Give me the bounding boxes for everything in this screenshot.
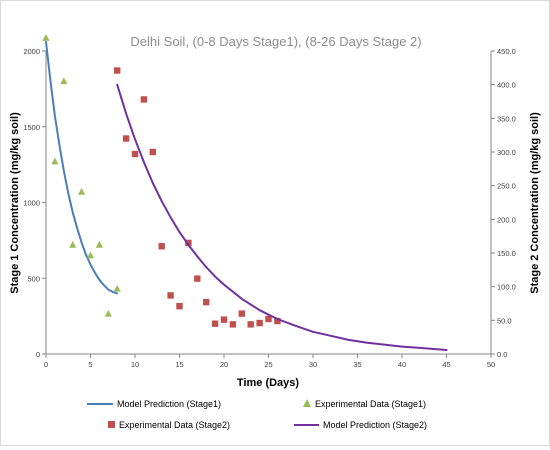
left-y-tick-label: 500: [27, 274, 40, 283]
data-point-stage2: [274, 317, 281, 325]
x-tick-label: 45: [442, 360, 450, 369]
left-y-tick-label: 0: [36, 350, 40, 359]
data-point-stage2: [211, 320, 219, 327]
legend-label-model-stage2: Model Prediction (Stage2): [323, 420, 427, 430]
data-point-stage2: [194, 275, 201, 282]
right-y-axis-ticks: 0.0 50.0 100.0 150.0 200.0 250.0 300.0 350.0 400…: [491, 47, 516, 359]
legend-label-exp-stage2: Experimental Data (Stage2): [119, 420, 230, 430]
x-tick-label: 35: [353, 360, 361, 369]
x-tick-label: 25: [264, 360, 272, 369]
legend-item-exp-stage2: Experimental Data (Stage2): [108, 420, 230, 430]
legend-label-model-stage1: Model Prediction (Stage1): [117, 399, 221, 409]
data-point-stage2: [220, 316, 228, 323]
data-point-stage2: [167, 292, 174, 299]
legend-label-exp-stage1: Experimental Data (Stage1): [315, 399, 426, 409]
left-y-tick-label: 1500: [23, 123, 40, 132]
left-y-tick-label: 1000: [23, 199, 40, 208]
x-tick-label: 0: [44, 360, 48, 369]
right-y-tick-label: 400.0: [497, 81, 516, 90]
x-tick-label: 10: [131, 360, 139, 369]
chart-title: Delhi Soil, (0-8 Days Stage1), (8-26 Day…: [130, 34, 421, 49]
data-point-stage1: [86, 251, 95, 259]
data-point-stage2: [114, 67, 121, 74]
legend: Model Prediction (Stage1) Experimental D…: [87, 399, 427, 430]
right-y-tick-label: 50.0: [497, 316, 512, 325]
data-point-stage1: [78, 187, 86, 195]
data-point-stage1: [60, 77, 68, 85]
x-axis-ticks: 0 5 10 15 20 25 30 35 40 45 50: [44, 354, 495, 369]
data-point-stage2: [176, 302, 183, 310]
right-y-tick-label: 450.0: [497, 47, 516, 56]
model-line-series-3: [116, 83, 448, 351]
x-tick-label: 15: [175, 360, 183, 369]
data-point-stage1: [113, 284, 121, 292]
right-y-tick-label: 0.0: [497, 350, 507, 359]
data-point-stage2: [229, 321, 237, 328]
data-point-stage2: [122, 135, 130, 142]
left-y-axis-title: Stage 1 Concentration (mg/kg soil): [9, 112, 21, 294]
legend-item-exp-stage1: Experimental Data (Stage1): [303, 399, 426, 409]
data-point-stage2: [247, 321, 254, 328]
data-point-stage2: [149, 148, 156, 156]
x-tick-label: 5: [88, 360, 92, 369]
data-point-stage2: [238, 310, 245, 317]
data-point-stage1: [42, 34, 50, 41]
data-point-stage2: [256, 319, 263, 327]
right-y-tick-label: 250.0: [497, 182, 516, 191]
data-point-stage2: [158, 243, 165, 250]
data-point-stage1: [69, 240, 77, 248]
right-y-tick-label: 300.0: [497, 148, 516, 157]
right-y-tick-label: 200.0: [497, 215, 516, 224]
data-point-stage2: [131, 150, 139, 158]
data-point-stage1: [104, 309, 112, 317]
right-y-tick-label: 150.0: [497, 249, 516, 258]
data-point-stage1: [51, 157, 59, 165]
data-point-stage2: [265, 315, 272, 323]
data-point-stage2: [185, 239, 192, 247]
left-y-axis-ticks: 0 500 1000 1500 2000: [23, 47, 46, 359]
x-axis-title: Time (Days): [237, 377, 299, 389]
legend-item-model-stage1: Model Prediction (Stage1): [87, 399, 221, 409]
x-tick-label: 20: [220, 360, 228, 369]
left-y-tick-label: 2000: [23, 47, 40, 56]
x-tick-label: 30: [309, 360, 317, 369]
right-y-tick-label: 350.0: [497, 114, 516, 123]
data-point-stage2: [203, 298, 210, 306]
right-y-axis-title: Stage 2 Concentration (mg/kg soil): [529, 112, 541, 294]
right-y-tick-label: 100.0: [497, 283, 516, 292]
plot-area: [42, 34, 448, 351]
x-tick-label: 50: [487, 360, 495, 369]
data-point-stage1: [95, 240, 103, 248]
legend-marker-exp-stage1: [303, 399, 311, 407]
x-tick-label: 40: [398, 360, 406, 369]
model-line-series-0: [45, 40, 119, 295]
legend-marker-exp-stage2: [108, 421, 115, 428]
legend-item-model-stage2: Model Prediction (Stage2): [294, 420, 427, 430]
data-point-stage2: [140, 96, 148, 103]
